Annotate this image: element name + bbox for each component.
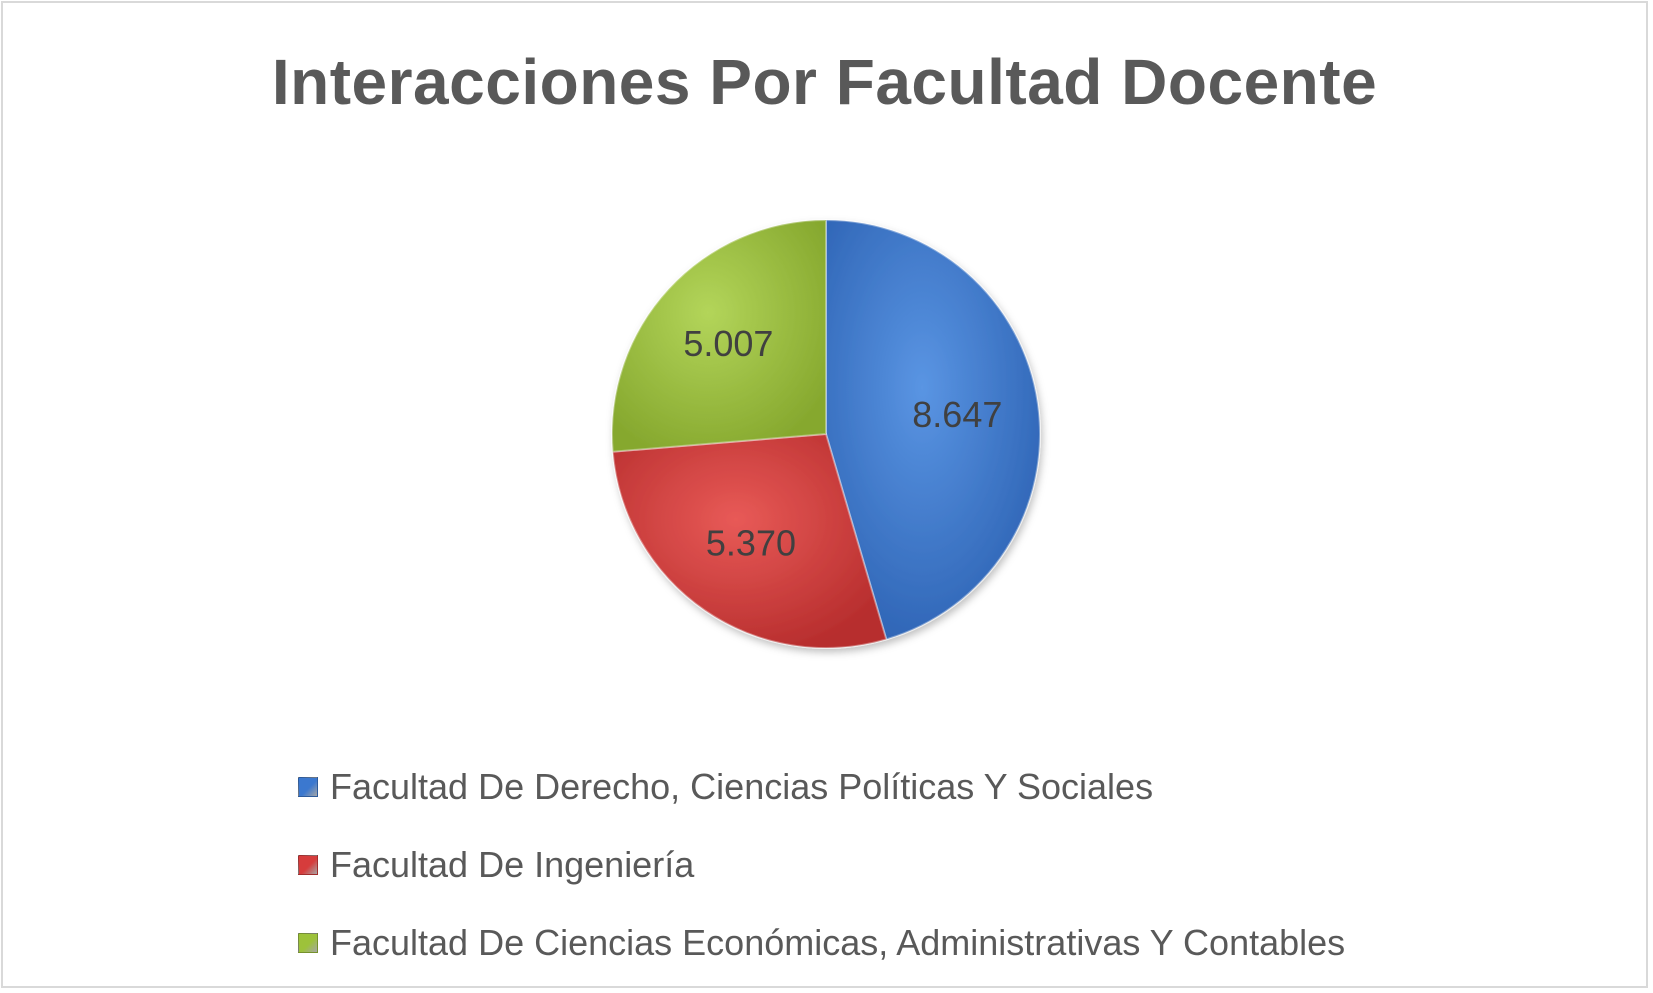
legend-item-ingenieria: Facultad De Ingeniería (298, 826, 1345, 904)
legend: Facultad De Derecho, Ciencias Políticas … (298, 748, 1345, 982)
pie-slice-derecho (825, 218, 1041, 641)
legend-swatch-ciencias-economicas (298, 933, 318, 953)
legend-label-ciencias-economicas: Facultad De Ciencias Económicas, Adminis… (330, 922, 1346, 963)
pie-slice-ciencias-economicas (611, 218, 827, 453)
legend-swatch-derecho (298, 777, 318, 797)
legend-item-ciencias-economicas: Facultad De Ciencias Económicas, Adminis… (298, 904, 1345, 982)
data-label-derecho: 8.647 (912, 394, 1002, 435)
pie-slice-ingenieria (611, 432, 888, 649)
chart-title: Interacciones Por Facultad Docente (271, 46, 1378, 118)
data-label-ingenieria: 5.370 (706, 522, 796, 563)
data-label-ciencias-economicas: 5.007 (683, 323, 773, 364)
legend-label-ingenieria: Facultad De Ingeniería (330, 844, 695, 885)
legend-item-derecho: Facultad De Derecho, Ciencias Políticas … (298, 748, 1345, 826)
legend-label-derecho: Facultad De Derecho, Ciencias Políticas … (330, 766, 1154, 807)
legend-swatch-ingenieria (298, 855, 318, 875)
